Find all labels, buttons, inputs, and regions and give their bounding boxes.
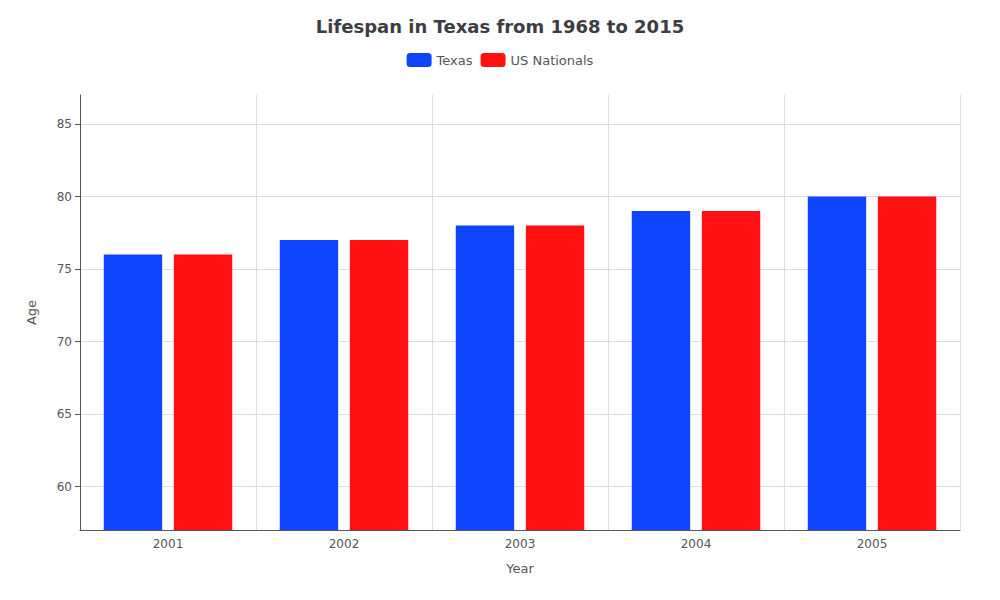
svg-text:2004: 2004	[681, 537, 712, 551]
svg-text:2005: 2005	[857, 537, 888, 551]
svg-text:65: 65	[57, 407, 72, 421]
svg-text:2001: 2001	[153, 537, 184, 551]
svg-text:Texas: Texas	[436, 53, 473, 68]
svg-text:Year: Year	[505, 561, 534, 576]
svg-text:75: 75	[57, 262, 72, 276]
svg-text:2003: 2003	[505, 537, 536, 551]
svg-text:US Nationals: US Nationals	[511, 53, 594, 68]
svg-text:85: 85	[57, 117, 72, 131]
svg-text:80: 80	[57, 190, 72, 204]
svg-text:60: 60	[57, 480, 72, 494]
svg-text:Age: Age	[24, 300, 39, 325]
svg-text:2002: 2002	[329, 537, 360, 551]
svg-text:Lifespan in Texas from 1968 to: Lifespan in Texas from 1968 to 2015	[316, 16, 684, 37]
svg-text:70: 70	[57, 335, 72, 349]
